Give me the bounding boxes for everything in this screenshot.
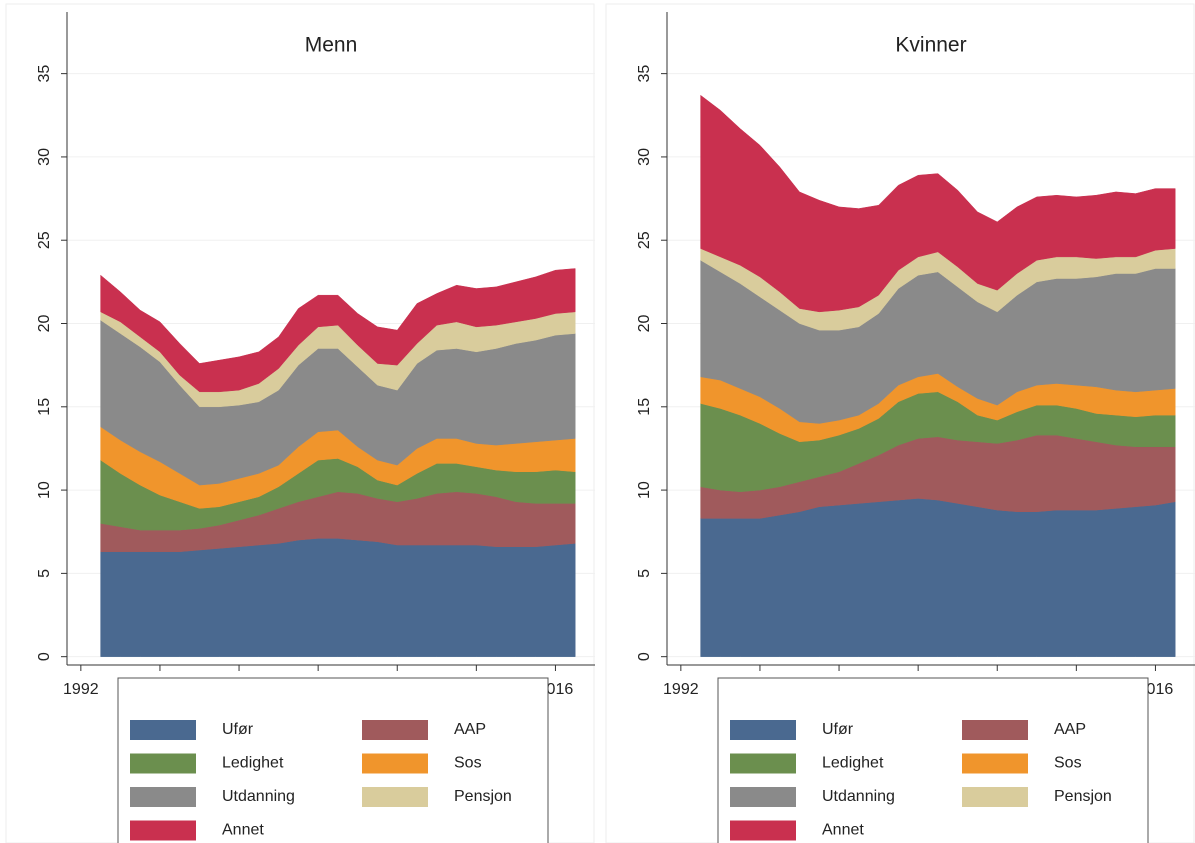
panel: Menn051015202530351992199620002004200820… xyxy=(5,3,595,843)
legend-swatch xyxy=(730,753,796,774)
y-tick-label: 25 xyxy=(636,231,653,249)
area xyxy=(100,538,576,657)
y-tick-label: 35 xyxy=(36,65,53,83)
y-tick-label: 5 xyxy=(36,569,53,578)
legend-swatch xyxy=(730,787,796,807)
legend-label: Ufør xyxy=(822,721,854,738)
x-tick-label: 1992 xyxy=(63,681,99,698)
legend-swatch xyxy=(962,753,1028,774)
y-tick-label: 20 xyxy=(36,315,53,333)
legend-label: AAP xyxy=(454,721,486,738)
y-tick-label: 5 xyxy=(636,569,653,578)
legend-label: Ledighet xyxy=(222,755,284,772)
legend-swatch xyxy=(362,787,428,807)
y-tick-label: 15 xyxy=(36,398,53,416)
area xyxy=(700,498,1176,657)
chart-title: Kvinner xyxy=(895,34,966,57)
legend-swatch xyxy=(730,720,796,740)
legend-swatch xyxy=(130,753,196,774)
y-tick-label: 30 xyxy=(636,148,653,166)
y-tick-label: 0 xyxy=(36,652,53,661)
y-tick-label: 35 xyxy=(636,65,653,83)
legend-label: Ledighet xyxy=(822,755,884,772)
y-tick-label: 10 xyxy=(636,481,653,499)
legend-swatch xyxy=(362,720,428,740)
legend-swatch xyxy=(130,820,196,841)
y-tick-label: 25 xyxy=(36,231,53,249)
legend-label: Ufør xyxy=(222,721,254,738)
legend-swatch xyxy=(130,720,196,740)
y-tick-label: 20 xyxy=(636,315,653,333)
legend-swatch xyxy=(962,787,1028,807)
legend-label: Annet xyxy=(222,822,264,839)
legend-label: Pensjon xyxy=(454,788,512,805)
y-tick-label: 0 xyxy=(636,652,653,661)
legend-label: AAP xyxy=(1054,721,1086,738)
y-tick-label: 10 xyxy=(36,481,53,499)
chart-title: Menn xyxy=(305,34,358,57)
legend-label: Sos xyxy=(454,755,482,772)
legend-label: Utdanning xyxy=(822,788,895,805)
x-tick-label: 1992 xyxy=(663,681,699,698)
legend-label: Sos xyxy=(1054,755,1082,772)
legend-label: Utdanning xyxy=(222,788,295,805)
y-tick-label: 30 xyxy=(36,148,53,166)
area xyxy=(100,268,576,393)
legend-label: Pensjon xyxy=(1054,788,1112,805)
legend-swatch xyxy=(962,720,1028,740)
y-tick-label: 15 xyxy=(636,398,653,416)
area xyxy=(700,94,1176,313)
legend-swatch xyxy=(362,753,428,774)
legend-label: Annet xyxy=(822,822,864,839)
legend-swatch xyxy=(130,787,196,807)
panel: Kvinner051015202530351992199620002004200… xyxy=(605,3,1195,843)
legend-swatch xyxy=(730,820,796,841)
